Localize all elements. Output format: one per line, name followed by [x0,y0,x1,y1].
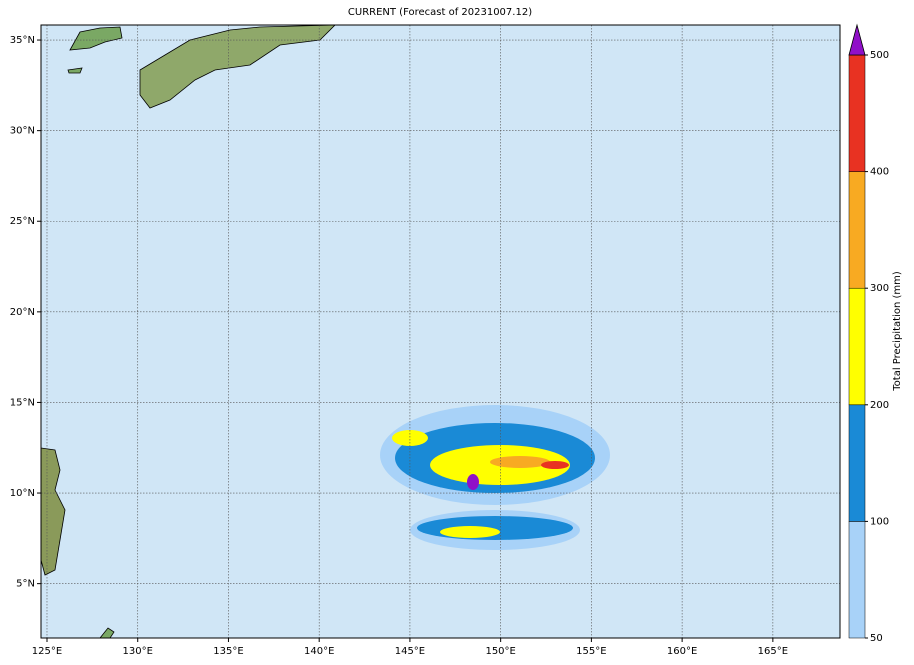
land-japan [139,24,336,109]
lon-tick-label: 160°E [667,646,697,657]
lon-tick-label: 125°E [32,646,62,657]
lon-tick-label: 165°E [758,646,788,657]
lat-tick-label: 35°N [10,35,35,46]
colorbar-tick-label: 500 [870,50,889,61]
map-frame [40,24,841,639]
colorbar-tick-label: 100 [870,516,889,527]
lat-tick-label: 25°N [10,216,35,227]
ocean [41,25,840,638]
lat-tick-label: 30°N [10,126,35,137]
land-korea [69,26,123,51]
rain-extreme [541,461,569,469]
colorbar-label: Total Precipitation (mm) [892,271,903,392]
rain-heavy [440,526,500,538]
colorbar-segment [848,54,866,172]
land-island [67,67,83,74]
colorbar-tick-label: 400 [870,167,889,178]
lat-tick-label: 10°N [10,488,35,499]
lon-tick-label: 150°E [485,646,515,657]
lon-tick-label: 145°E [395,646,425,657]
graticule [41,25,840,638]
rain-moderate [417,516,573,540]
colorbar-segment [848,171,866,289]
colorbar-tick-label: 50 [870,633,883,644]
colorbar-segment [848,404,866,522]
precipitation-field [380,405,610,550]
colorbar: 50 100 200 300 400 500 [848,23,889,644]
lat-tick-label: 20°N [10,307,35,318]
rain-heavy [392,430,428,446]
lon-tick-label: 140°E [304,646,334,657]
land-philippines [40,447,66,576]
rain-max [467,474,479,490]
colorbar-tick-label: 300 [870,283,889,294]
lon-tick-label: 135°E [213,646,243,657]
lat-tick-label: 15°N [10,397,35,408]
colorbar-tick-label: 200 [870,400,889,411]
map-title: CURRENT (Forecast of 20231007.12) [348,7,532,18]
lon-tick-label: 155°E [576,646,606,657]
lon-tick-label: 130°E [123,646,153,657]
colorbar-extension [848,23,866,56]
colorbar-segment [848,521,866,639]
colorbar-segment [848,287,866,406]
lat-tick-label: 5°N [16,579,35,590]
land [40,24,336,639]
rain-very-heavy [490,456,550,468]
